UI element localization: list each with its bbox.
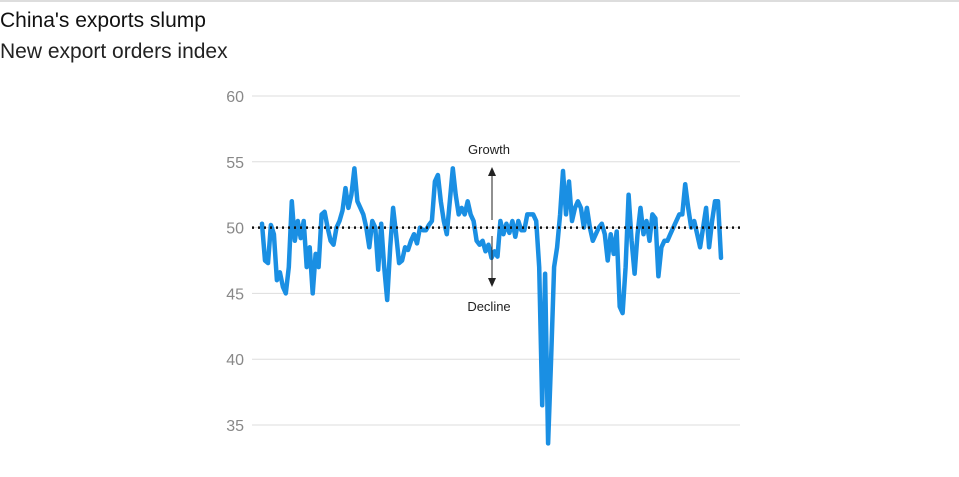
y-tick-label: 60 [226, 89, 244, 106]
arrow-head-down [488, 278, 496, 287]
chart-subtitle: New export orders index [0, 40, 228, 63]
y-tick-label: 35 [226, 418, 244, 435]
arrow-head-up [488, 167, 496, 176]
y-tick-label: 45 [226, 286, 244, 303]
y-tick-label: 50 [226, 221, 244, 238]
annotation-decline: Decline [467, 299, 510, 314]
y-tick-label: 55 [226, 155, 244, 172]
y-tick-label: 40 [226, 352, 244, 369]
chart-title: China's exports slump [0, 9, 206, 32]
annotation-growth: Growth [468, 142, 510, 157]
